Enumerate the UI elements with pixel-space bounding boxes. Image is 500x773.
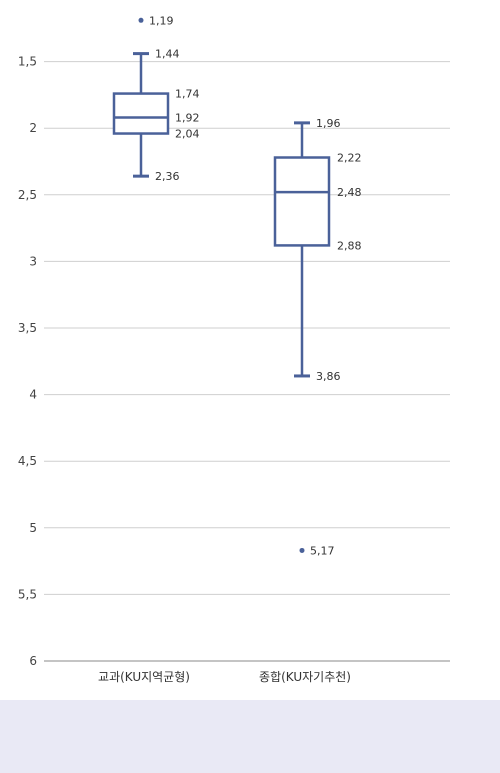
y-tick-label: 2 bbox=[29, 121, 37, 135]
y-tick-label: 6 bbox=[29, 654, 37, 668]
value-label-whisker-high: 3,86 bbox=[316, 370, 341, 383]
x-category-label: 종합(KU자기추천) bbox=[259, 669, 351, 684]
value-label-q1: 1,74 bbox=[175, 88, 200, 101]
chart-svg: 1 1,5 2 2,5 3 3,5 4 4,5 5 5,5 6 1,19 1,44 1,74 1,92 2,0… bbox=[18, 0, 450, 684]
y-tick-label: 5,5 bbox=[18, 587, 37, 601]
y-tick-label: 2,5 bbox=[18, 188, 37, 202]
value-label-q3: 2,04 bbox=[175, 128, 200, 141]
outlier-point bbox=[299, 547, 305, 553]
footer-band bbox=[0, 700, 500, 773]
value-label-q3: 2,88 bbox=[337, 239, 362, 252]
y-tick-label: 4 bbox=[29, 388, 37, 402]
y-tick-label: 4,5 bbox=[18, 454, 37, 468]
outlier-label: 1,19 bbox=[149, 14, 174, 27]
outlier-point bbox=[138, 17, 144, 23]
value-label-whisker-low: 1,96 bbox=[316, 117, 341, 130]
value-label-q1: 2,22 bbox=[337, 152, 362, 165]
x-category-label: 교과(KU지역균형) bbox=[98, 670, 190, 684]
box-iqr bbox=[112, 92, 170, 135]
outlier-label: 5,17 bbox=[310, 544, 335, 557]
value-label-median: 1,92 bbox=[175, 112, 200, 125]
box-iqr bbox=[273, 156, 331, 247]
value-label-whisker-low: 1,44 bbox=[155, 48, 180, 61]
boxplot-chart: 1 1,5 2 2,5 3 3,5 4 4,5 5 5,5 6 1,19 1,44 1,74 1,92 2,0… bbox=[17, 0, 450, 684]
value-label-median: 2,48 bbox=[337, 186, 362, 199]
y-tick-label: 1,5 bbox=[18, 55, 37, 69]
y-tick-label: 3,5 bbox=[18, 321, 37, 335]
y-tick-label: 1 bbox=[29, 0, 37, 2]
y-tick-label: 5 bbox=[29, 521, 37, 535]
y-tick-label: 3 bbox=[29, 254, 37, 268]
value-label-whisker-high: 2,36 bbox=[155, 170, 180, 183]
